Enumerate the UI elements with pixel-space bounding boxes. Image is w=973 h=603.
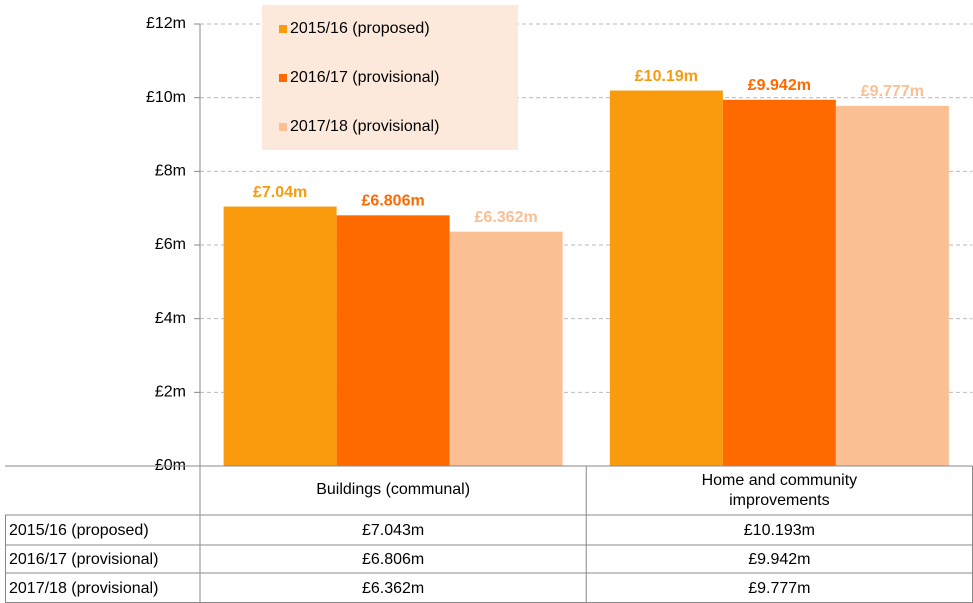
x-tick-label: Buildings (communal)	[316, 481, 470, 498]
y-tick-label: £10m	[146, 89, 186, 106]
bar	[449, 231, 563, 466]
table-cell: £7.043m	[362, 522, 424, 539]
data-label: £7.04m	[253, 184, 307, 201]
legend-label: 2016/17 (provisional)	[290, 69, 439, 86]
x-tick-label: Home and community improvements	[702, 472, 858, 509]
y-tick-label: £8m	[155, 163, 186, 180]
table-cell: £6.362m	[362, 580, 424, 597]
legend-box	[262, 5, 518, 150]
legend-label: 2017/18 (provisional)	[290, 118, 439, 135]
data-label: £9.942m	[748, 77, 811, 94]
legend-swatch	[279, 25, 287, 33]
legend-label: 2015/16 (proposed)	[290, 20, 430, 37]
y-tick-label: £4m	[155, 310, 186, 327]
table-cell: £9.777m	[748, 580, 810, 597]
data-label: £6.362m	[475, 209, 538, 226]
y-tick-label: £2m	[155, 384, 186, 401]
y-tick-label: £6m	[155, 236, 186, 253]
bar	[336, 215, 450, 466]
table-cell: £9.942m	[748, 551, 810, 568]
legend: 2015/16 (proposed) 2016/17 (provisional) 2…	[262, 5, 518, 150]
legend-swatch	[279, 123, 287, 131]
table-row-label: 2016/17 (provisional)	[9, 551, 158, 568]
data-label: £6.806m	[362, 193, 425, 210]
data-label: £9.777m	[861, 83, 924, 100]
legend-swatch	[279, 74, 287, 82]
table-row-label: 2015/16 (proposed)	[9, 522, 149, 539]
table-row-label: 2017/18 (provisional)	[9, 580, 158, 597]
bar	[223, 206, 337, 467]
bar	[722, 99, 836, 466]
table-cell: £10.193m	[744, 522, 815, 539]
bar	[835, 105, 949, 467]
bar	[609, 90, 723, 466]
table-cell: £6.806m	[362, 551, 424, 568]
data-label: £10.19m	[635, 68, 698, 85]
y-tick-label: £12m	[146, 15, 186, 32]
